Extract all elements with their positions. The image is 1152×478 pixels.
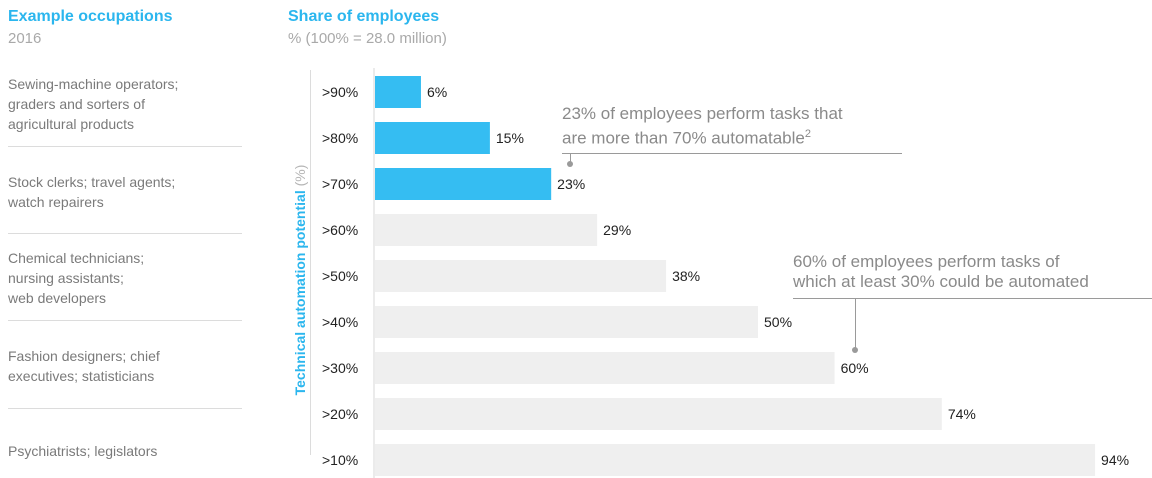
bar-value-label: 23% <box>557 176 585 192</box>
bar-70 <box>375 168 552 200</box>
category-tick-label: >70% <box>322 176 358 192</box>
occupation-group-5: Psychiatrists; legislators <box>8 441 240 461</box>
occupation-group-3: Chemical technicians; nursing assistants… <box>8 248 240 308</box>
bar-90 <box>375 76 421 108</box>
annotation-line: which at least 30% could be automated <box>793 272 1089 291</box>
bar-80 <box>375 122 490 154</box>
annotation-pointer-dot <box>852 347 858 353</box>
occupations-header-title: Example occupations <box>8 8 173 25</box>
chart-subtitle: % (100% = 28.0 million) <box>288 30 447 47</box>
occupation-group-4: Fashion designers; chief executives; sta… <box>8 346 240 386</box>
category-tick-label: >50% <box>322 268 358 284</box>
occupation-line: graders and sorters of <box>8 96 145 112</box>
bar-10 <box>375 444 1096 476</box>
occupation-line: Sewing-machine operators; <box>8 76 179 92</box>
occupation-line: watch repairers <box>8 194 104 210</box>
occupation-line: nursing assistants; <box>8 270 124 286</box>
annotation-pointer <box>855 298 856 350</box>
bar-value-label: 15% <box>496 130 524 146</box>
bar-value-label: 50% <box>764 314 792 330</box>
bar-value-label: 29% <box>603 222 631 238</box>
chart-title: Share of employees <box>288 8 440 25</box>
annotation-rule <box>793 298 1152 299</box>
bar-value-label: 60% <box>841 360 869 376</box>
bar-60 <box>375 214 598 246</box>
annotation-rule <box>562 153 902 154</box>
category-tick-label: >60% <box>322 222 358 238</box>
bar-30 <box>375 352 835 384</box>
bar-50 <box>375 260 667 292</box>
annotation-line: are more than 70% automatable2 <box>562 128 811 148</box>
occupation-group-1: Sewing-machine operators; graders and so… <box>8 74 240 134</box>
occupations-header-subtitle: 2016 <box>8 30 42 47</box>
y-axis-divider <box>310 70 311 455</box>
footnote-marker: 2 <box>804 128 811 140</box>
occupation-line: agricultural products <box>8 116 135 132</box>
occupation-divider <box>8 233 242 234</box>
occupation-line: Chemical technicians; <box>8 250 145 266</box>
annotation-line: 23% of employees perform tasks that <box>562 104 843 123</box>
category-tick-label: >20% <box>322 406 358 422</box>
category-tick-label: >90% <box>322 84 358 100</box>
annotation-automatable-70: 23% of employees perform tasks that are … <box>562 104 843 149</box>
annotation-pointer-dot <box>567 161 573 167</box>
bar-value-label: 94% <box>1101 452 1129 468</box>
bar-value-label: 74% <box>948 406 976 422</box>
category-tick-label: >80% <box>322 130 358 146</box>
bar-20 <box>375 398 942 430</box>
category-tick-label: >30% <box>322 360 358 376</box>
bar-value-label: 38% <box>672 268 700 284</box>
bar-40 <box>375 306 758 338</box>
category-tick-label: >40% <box>322 314 358 330</box>
occupation-divider <box>8 408 242 409</box>
occupation-line: web developers <box>8 290 107 306</box>
category-tick-label: >10% <box>322 452 358 468</box>
occupation-group-2: Stock clerks; travel agents; watch repai… <box>8 172 240 212</box>
annotation-automated-30: 60% of employees perform tasks of which … <box>793 252 1089 292</box>
occupation-line: Stock clerks; travel agents; <box>8 174 176 190</box>
occupation-line: Fashion designers; chief <box>8 348 160 364</box>
occupation-divider <box>8 146 242 147</box>
bar-value-label: 6% <box>427 84 447 100</box>
occupation-line: executives; statisticians <box>8 368 155 384</box>
annotation-line: 60% of employees perform tasks of <box>793 252 1060 271</box>
occupation-divider <box>8 320 242 321</box>
bar-group: >90% 6% >80% 15% >70% 23% >60% 29% >50% 38% >40% 50… <box>322 76 1129 476</box>
occupation-line: Psychiatrists; legislators <box>8 443 158 459</box>
annotation-pointer <box>570 153 571 163</box>
